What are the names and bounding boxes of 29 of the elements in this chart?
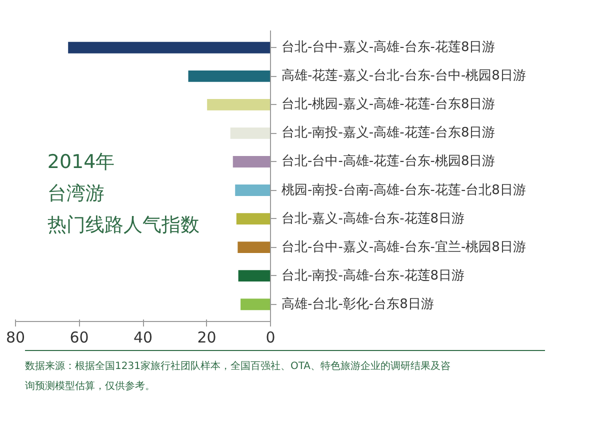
- bar: [68, 42, 270, 54]
- x-tick-label: 80: [6, 328, 26, 346]
- x-tick-label: 0: [266, 328, 276, 346]
- bar: [207, 98, 270, 110]
- y-tick-label: 高雄-花莲-嘉义-台北-台东-台中-桃园8日游: [282, 68, 526, 84]
- y-tick-label: 高雄-台北-彰化-台东8日游: [282, 296, 434, 312]
- annotation: 热门线路人气指数: [47, 214, 200, 236]
- y-tick-label: 桃园-南投-台南-高雄-台东-花莲-台北8日游: [282, 182, 526, 198]
- bar: [238, 270, 270, 282]
- y-tick-label: 台北-南投-嘉义-高雄-花莲-台东8日游: [282, 124, 496, 141]
- source-note: 数据来源：根据全国1231家旅行社团队样本，全国百强社、OTA、特色旅游企业的调研结果及咨询预测模型估算，仅供参考。: [25, 360, 452, 394]
- bar: [230, 128, 270, 139]
- x-tick-label: 60: [70, 328, 89, 346]
- y-tick-label: 台北-台中-高雄-花莲-台东-桃园8日游: [282, 153, 496, 170]
- text: 2014年: [47, 151, 115, 174]
- y-tick-label: 台北-台中-嘉义-高雄-台东-花莲8日游: [282, 39, 496, 56]
- bar: [232, 156, 270, 168]
- text: 台湾游: [47, 182, 104, 205]
- y-tick-label: 台北-台中-嘉义-高雄-台东-宜兰-桃园8日游: [282, 238, 526, 255]
- bar: [188, 70, 270, 82]
- y-tick-label: 台北-桃园-嘉义-高雄-花莲-台东8日游: [282, 96, 496, 112]
- bar: [240, 298, 270, 310]
- bar: [238, 242, 270, 254]
- y-tick-label: 台北-嘉义-高雄-台东-花莲8日游: [282, 210, 465, 226]
- y-tick-label: 台北-南投-高雄-台东-花莲8日游: [282, 267, 465, 284]
- x-tick-label: 40: [133, 328, 153, 346]
- x-tick-label: 20: [197, 328, 216, 346]
- bar: [236, 213, 270, 224]
- bar: [235, 184, 270, 196]
